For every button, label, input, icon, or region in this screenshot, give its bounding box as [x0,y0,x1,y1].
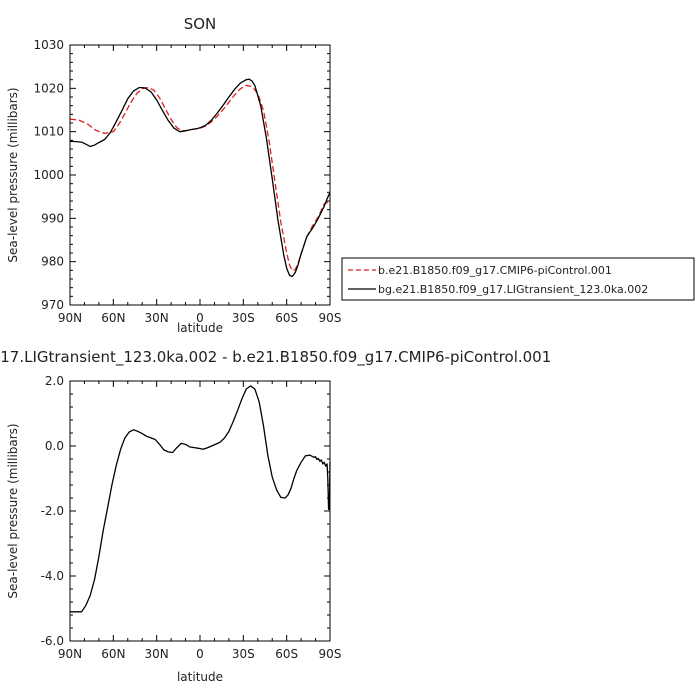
bottom-x-tick-label: 0 [196,647,204,661]
bottom-x-tick-label: 30N [145,647,169,661]
bottom-panel: bg.e21.B1850.f09_g17.LIGtransient_123.0k… [0,348,551,684]
top-x-tick-label: 90S [319,311,342,325]
top-y-tick-label: 990 [41,211,64,225]
top-x-tick-label: 30S [232,311,255,325]
bottom-y-axis-label: Sea-level pressure (millibars) [6,423,20,598]
bottom-y-tick-label: -2.0 [41,504,64,518]
top-x-tick-label: 30N [145,311,169,325]
top-y-tick-label: 1010 [33,125,64,139]
top-plot-frame [69,44,331,306]
legend-box [341,257,695,301]
top-x-tick-label: 90N [58,311,82,325]
top-x-tick-label: 0 [196,311,204,325]
bottom-series-line-0 [70,385,331,613]
bottom-y-tick-label: -4.0 [41,569,64,583]
top-x-tick-label: 60N [101,311,125,325]
top-y-tick-label: 1020 [33,81,64,95]
bottom-x-axis-label: latitude [177,670,223,684]
top-x-tick-label: 60S [275,311,298,325]
top-y-tick-label: 1030 [33,38,64,52]
bottom-plot-frame [69,380,331,642]
bottom-chart-title: bg.e21.B1850.f09_g17.LIGtransient_123.0k… [0,348,551,367]
bottom-y-tick-label: 2.0 [45,374,64,388]
bottom-x-tick-label: 30S [232,647,255,661]
top-series-line-1 [69,78,331,278]
top-series-line-0 [69,84,331,272]
legend: b.e21.B1850.f09_g17.CMIP6-piControl.001 … [341,257,695,301]
bottom-x-tick-label: 60N [101,647,125,661]
top-y-tick-label: 970 [41,298,64,312]
bottom-y-tick-label: 0.0 [45,439,64,453]
bottom-x-tick-label: 90S [319,647,342,661]
bottom-y-tick-label: -6.0 [41,634,64,648]
top-chart-title: SON [184,15,217,33]
top-x-axis-label: latitude [177,321,223,335]
legend-label-control: b.e21.B1850.f09_g17.CMIP6-piControl.001 [378,264,612,277]
top-y-tick-label: 980 [41,255,64,269]
legend-label-lig: bg.e21.B1850.f09_g17.LIGtransient_123.0k… [378,283,648,296]
bottom-x-tick-label: 90N [58,647,82,661]
top-y-tick-label: 1000 [33,168,64,182]
top-y-axis-label: Sea-level pressure (millibars) [6,87,20,262]
top-panel: SON 90N 60N 30N 0 30S 60S 90S 970 980 990 1000 1010… [6,15,695,335]
bottom-x-tick-label: 60S [275,647,298,661]
